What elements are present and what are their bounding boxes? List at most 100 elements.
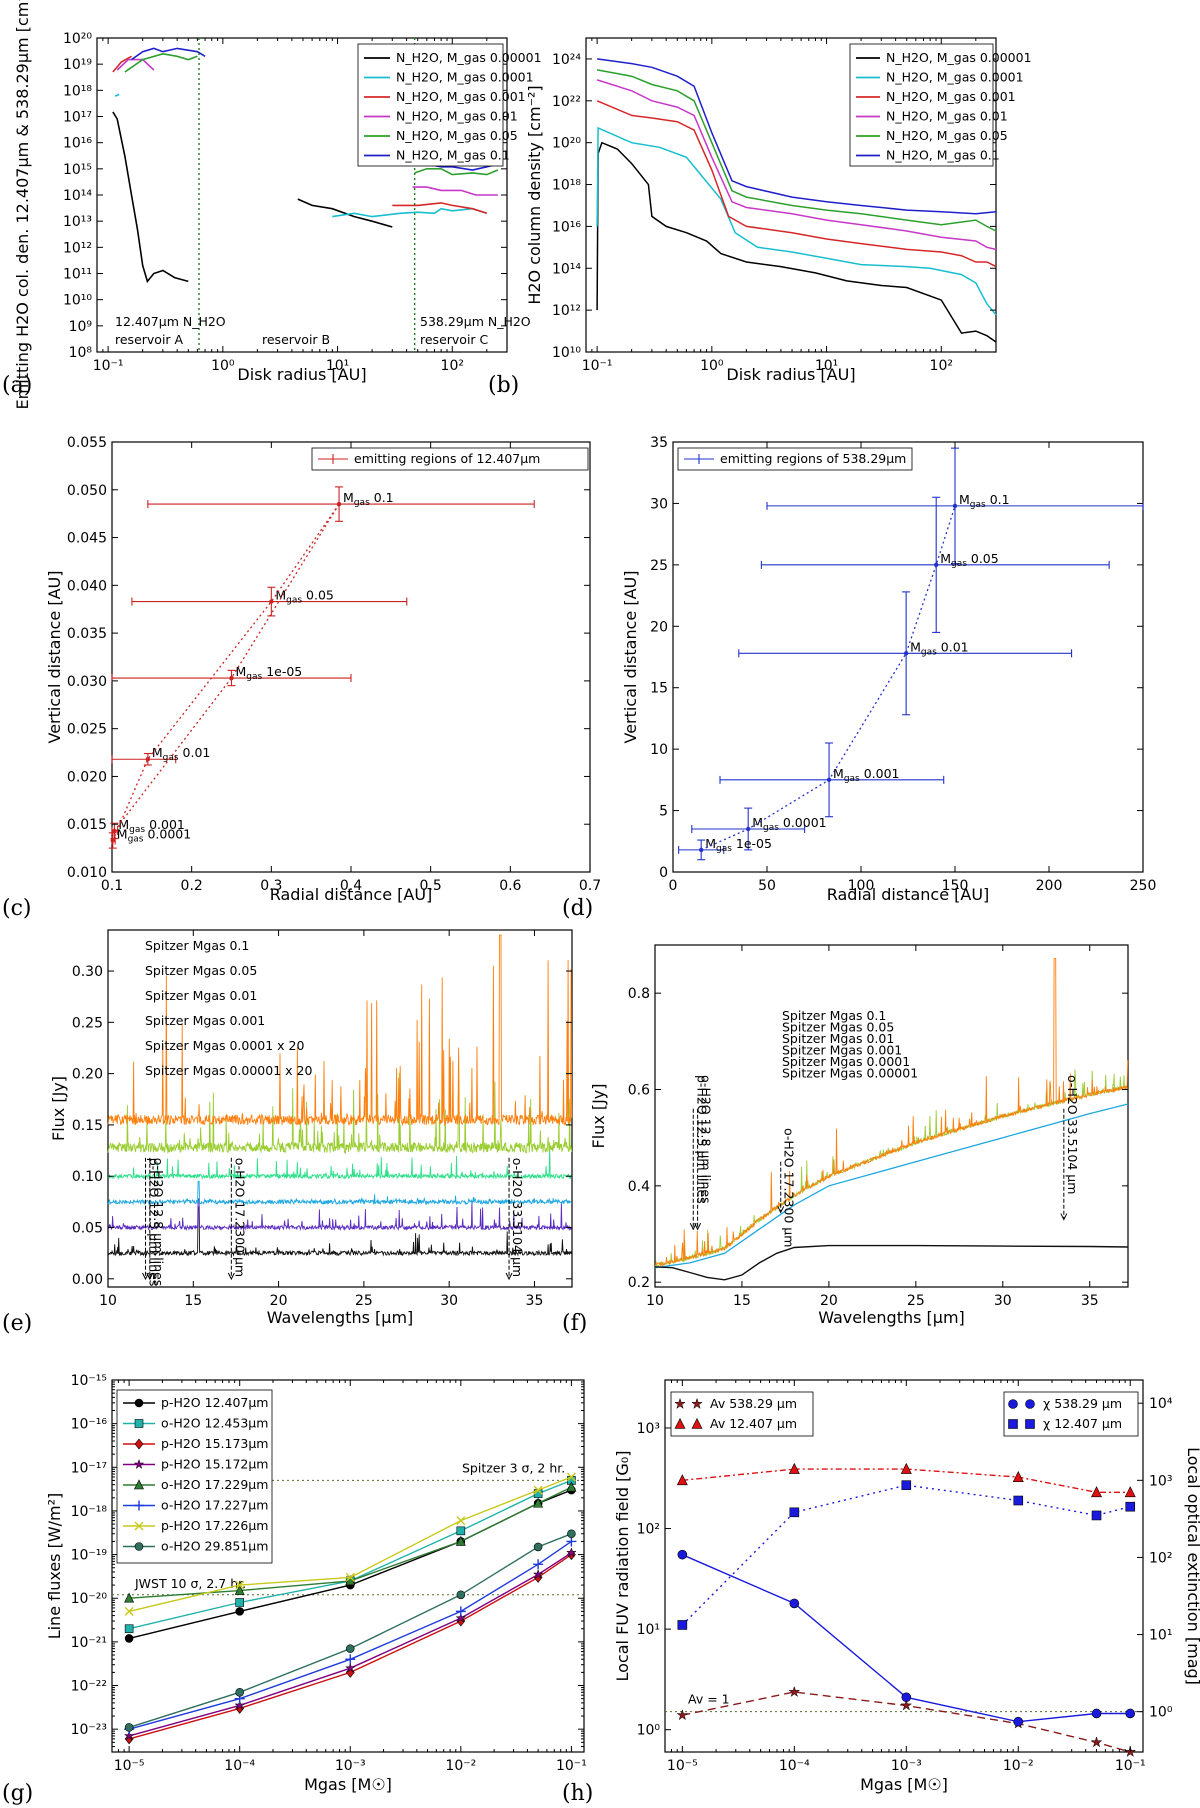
y-tick-label: 0.035: [67, 626, 107, 642]
plot-frame: [111, 441, 591, 873]
y-axis-label: Flux [Jy]: [49, 1076, 68, 1141]
annotation-reservoir-b: reservoir B: [262, 332, 330, 347]
marker-diamond: [124, 1733, 134, 1745]
marker-circle: [901, 1692, 912, 1703]
legend-box: [357, 43, 504, 167]
legend-label: Spitzer Mgas 0.0001 x 20: [145, 1038, 305, 1053]
spectrum-line: [654, 957, 1129, 1268]
annotation-reservoir-a: reservoir A: [115, 332, 184, 347]
y-tick-label: 10²: [637, 1522, 660, 1538]
series-line: [128, 1533, 572, 1729]
y-tick-label: 10⁻¹⁵: [71, 1373, 107, 1389]
plot-frame: [664, 1379, 1144, 1753]
point-label: Mgas 0.1: [343, 490, 394, 508]
series-line: [596, 141, 997, 343]
marker-x: [235, 1580, 245, 1590]
series-line: [682, 1691, 1131, 1753]
y-tick-label: 30: [650, 496, 668, 512]
marker-x: [566, 1472, 576, 1482]
y-tick-label: 0.25: [72, 1015, 103, 1031]
line-marker-arrow: [1060, 1213, 1068, 1221]
y-tick-label-right: 10⁰: [1149, 1705, 1173, 1721]
legend-label: N_H2O, M_gas 0.01: [886, 109, 1008, 124]
marker-circle: [134, 1542, 144, 1551]
marker-circle: [789, 1598, 800, 1609]
legend-label: Spitzer Mgas 0.00001: [782, 1066, 918, 1081]
legend-label: p-H2O 17.226μm: [161, 1518, 268, 1533]
x-tick-label: 0.3: [260, 878, 282, 894]
x-tick-label: 10⁻²: [445, 1758, 476, 1774]
point-label: Mgas 1e-05: [705, 836, 772, 854]
marker-circle: [567, 1529, 576, 1539]
y-tick-label: 10³: [637, 1421, 660, 1437]
y-axis-label: Line fluxes [W/m²]: [45, 1493, 64, 1640]
marker-square: [1008, 1419, 1018, 1429]
marker-star: [900, 1699, 913, 1711]
panel-label: (e): [2, 1311, 32, 1336]
x-tick-label: 25: [907, 1293, 925, 1309]
y-tick-label: 10¹⁰: [63, 293, 92, 309]
point-label: Mgas 0.01: [910, 639, 969, 657]
marker-circle: [1091, 1708, 1102, 1719]
x-tick-label: 50: [758, 878, 776, 894]
marker-circle: [1008, 1399, 1018, 1409]
marker-triangle: [691, 1417, 703, 1429]
line-marker-label: o-H2O 33.5104 μm: [1065, 1075, 1080, 1194]
line-marker-arrow: [146, 1272, 154, 1281]
marker-circle: [1025, 1399, 1035, 1409]
series-line: [297, 198, 393, 228]
spectrum-line: [654, 1244, 1129, 1281]
series-line: [128, 1476, 572, 1613]
marker-star: [344, 1662, 356, 1673]
series-line: [128, 1479, 572, 1630]
legend-label: Spitzer Mgas 0.01: [145, 988, 257, 1003]
plot-frame: [111, 1379, 585, 1753]
plot-frame: [107, 929, 573, 1288]
spectrum-line: [107, 934, 573, 1127]
marker-square: [677, 1620, 688, 1630]
y-tick-label-right: 10²: [1149, 1550, 1172, 1566]
marker-triangle: [674, 1417, 686, 1429]
y-tick-label: 0.010: [67, 865, 107, 881]
y-tick-label: 10¹⁷: [63, 110, 92, 126]
point-label: Mgas 0.001: [833, 766, 899, 784]
x-axis-label: Mgas [M☉]: [860, 1775, 948, 1794]
line-marker-label: o-H2O 12.8 μm lines: [699, 1075, 714, 1204]
y-tick-label: 10¹⁶: [552, 219, 581, 235]
marker-star: [565, 1547, 577, 1558]
y-tick-label: 0: [659, 865, 668, 881]
y-tick-label: 0.8: [628, 986, 650, 1002]
legend-label: Spitzer Mgas 0.001: [782, 1043, 902, 1058]
marker-triangle: [788, 1462, 800, 1474]
y-tick-label: 0.10: [72, 1169, 103, 1185]
dotted-trend: [112, 503, 340, 841]
marker-square: [1125, 1501, 1136, 1512]
x-tick-label: 10⁻²: [1003, 1758, 1034, 1774]
marker-star: [674, 1397, 686, 1410]
y-tick-label: 0.055: [67, 435, 107, 451]
y-tick-label: 10¹²: [552, 303, 581, 319]
y-tick-label: 10¹³: [63, 214, 92, 230]
line-marker-label: o-H2O 12.8 μm lines: [151, 1158, 166, 1287]
series-line: [128, 1554, 572, 1740]
marker-triangle: [124, 1592, 135, 1603]
x-tick-label: 10¹: [326, 358, 349, 374]
y-tick-label: 10²²: [552, 94, 581, 110]
line-marker-label: o-H2O 17.2300 μm: [232, 1158, 247, 1277]
x-tick-label: 0.4: [340, 878, 362, 894]
marker-star: [455, 1612, 467, 1623]
x-tick-label: 35: [1081, 1293, 1099, 1309]
legend-label: N_H2O, M_gas 0.001: [886, 89, 1016, 104]
x-tick-label: 15: [733, 1293, 751, 1309]
legend-label: p-H2O 15.173μm: [161, 1436, 268, 1451]
marker-square: [1025, 1419, 1035, 1429]
marker-circle: [1125, 1708, 1136, 1719]
x-tick-label: 10⁻¹: [556, 1758, 587, 1774]
legend-label: Spitzer Mgas 0.05: [782, 1020, 894, 1035]
marker-circle: [235, 1607, 244, 1616]
line-marker-arrow: [777, 1206, 785, 1214]
series-line: [128, 1552, 572, 1737]
x-tick-label: 10⁻⁵: [114, 1758, 145, 1774]
marker-square: [789, 1507, 800, 1518]
